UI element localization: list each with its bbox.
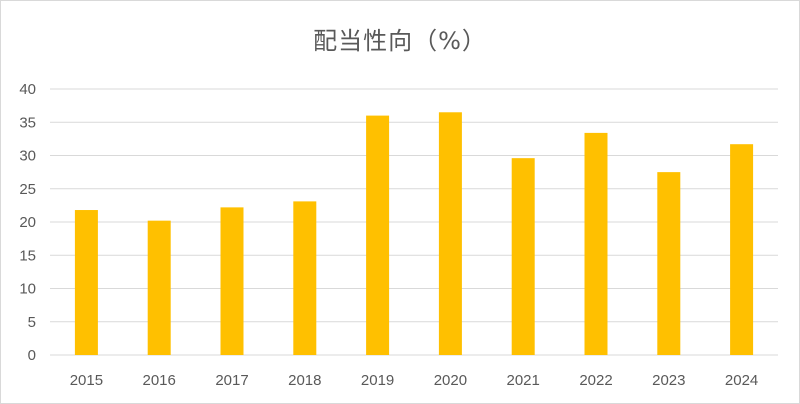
y-tick-label: 10 xyxy=(19,281,36,298)
bar-2015 xyxy=(74,210,98,355)
bar-2023 xyxy=(657,172,681,355)
x-axis-ticks: 2015 2016 2017 2018 2019 2020 2021 2022 2023 2024 xyxy=(70,372,759,389)
x-tick-label: 2019 xyxy=(361,372,394,389)
x-tick-label: 2018 xyxy=(288,372,321,389)
x-tick-label: 2020 xyxy=(434,372,467,389)
x-tick-label: 2021 xyxy=(507,372,540,389)
x-tick-label: 2024 xyxy=(725,372,758,389)
chart-title: 配当性向（%） xyxy=(313,27,487,55)
y-tick-label: 30 xyxy=(19,148,36,165)
gridlines xyxy=(50,88,778,356)
bar-2021 xyxy=(511,158,535,355)
bar-2024 xyxy=(730,144,754,355)
bar-2020 xyxy=(438,112,462,356)
bars xyxy=(74,112,754,356)
y-tick-label: 25 xyxy=(19,181,36,198)
bar-2019 xyxy=(366,115,390,355)
y-tick-label: 0 xyxy=(28,347,36,364)
y-tick-label: 40 xyxy=(19,81,36,98)
x-tick-label: 2015 xyxy=(70,372,103,389)
bar-2016 xyxy=(147,220,171,355)
x-tick-label: 2016 xyxy=(143,372,176,389)
bar-2018 xyxy=(293,201,317,355)
bar-2017 xyxy=(220,207,244,355)
bar-2022 xyxy=(584,132,608,355)
y-axis-ticks: 0 5 10 15 20 25 30 35 40 xyxy=(19,81,36,364)
x-tick-label: 2023 xyxy=(652,372,685,389)
y-tick-label: 35 xyxy=(19,114,36,131)
y-tick-label: 15 xyxy=(19,247,36,264)
y-tick-label: 5 xyxy=(28,314,36,331)
x-tick-label: 2017 xyxy=(215,372,248,389)
y-tick-label: 20 xyxy=(19,214,36,231)
x-tick-label: 2022 xyxy=(579,372,612,389)
